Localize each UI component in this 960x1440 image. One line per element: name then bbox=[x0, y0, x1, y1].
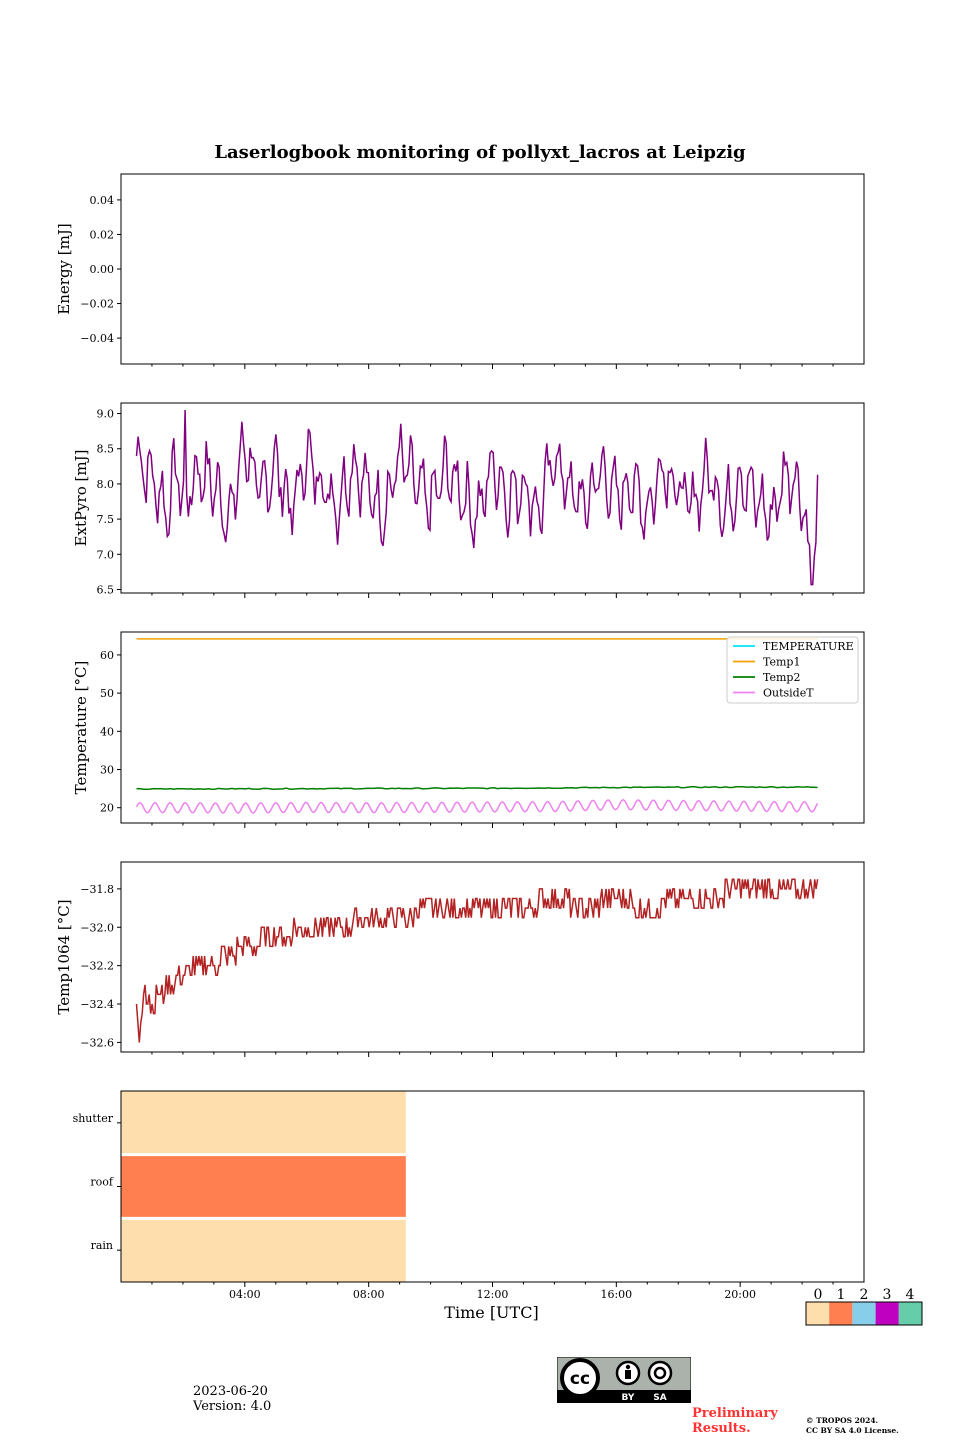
y-tick-label: −0.02 bbox=[80, 298, 114, 311]
status-cell-shutter bbox=[121, 1091, 406, 1155]
date-label: 2023-06-20 bbox=[193, 1384, 268, 1399]
y-tick-label: 9.0 bbox=[97, 408, 115, 421]
y-tick-label: −31.8 bbox=[80, 883, 114, 896]
y-tick-label: 0.02 bbox=[90, 228, 115, 241]
panel-3: 60 50 40 30 20 Temperature [°C] TEMPERATURE Tem… bbox=[72, 631, 865, 828]
x-tick-label: 08:00 bbox=[353, 1288, 385, 1301]
copyright-line-2: CC BY SA 4.0 License. bbox=[806, 1426, 899, 1435]
y-axis-label: Temp1064 [°C] bbox=[55, 899, 73, 1014]
colorbar-swatch bbox=[875, 1302, 899, 1325]
copyright-label: © TROPOS 2024. CC BY SA 4.0 License. bbox=[806, 1416, 956, 1436]
temperature-series-temp2 bbox=[136, 785, 818, 791]
y-tick-label: 8.0 bbox=[97, 478, 115, 491]
legend-label: TEMPERATURE bbox=[763, 640, 854, 653]
copyright-line-1: © TROPOS 2024. bbox=[806, 1416, 879, 1425]
y-axis-label: ExtPyro [mJ] bbox=[72, 450, 90, 547]
panel-frame bbox=[120, 861, 865, 1053]
y-tick-label: −32.6 bbox=[80, 1036, 114, 1049]
y-tick-label: 7.5 bbox=[97, 513, 115, 526]
preliminary-line-2: Results. bbox=[692, 1421, 751, 1436]
colorbar-label: 3 bbox=[883, 1287, 892, 1303]
y-tick-label: 40 bbox=[100, 725, 114, 738]
y-tick-label: 30 bbox=[100, 764, 114, 777]
y-axis-label: Energy [mJ] bbox=[55, 223, 73, 314]
y-tick-label: 0.00 bbox=[90, 263, 115, 276]
legend-label: Temp1 bbox=[763, 656, 800, 669]
preliminary-label: Preliminary Results. bbox=[692, 1406, 802, 1436]
status-row-label: roof bbox=[90, 1176, 114, 1189]
colorbar-swatch bbox=[898, 1302, 922, 1325]
panel-1: 0.04 0.02 0.00 −0.02 −0.04 Energy [mJ] bbox=[55, 173, 865, 369]
panel-5: shutter roof rain 04:00 08:00 12:00 16:00 20:00… bbox=[73, 1090, 923, 1326]
colorbar-label: 4 bbox=[906, 1287, 915, 1303]
y-tick-label: 7.0 bbox=[97, 548, 115, 561]
colorbar-label: 0 bbox=[814, 1287, 823, 1303]
x-tick-label: 04:00 bbox=[229, 1288, 261, 1301]
preliminary-line-1: Preliminary bbox=[692, 1406, 778, 1421]
sa-label: SA bbox=[653, 1393, 666, 1403]
by-label: BY bbox=[622, 1393, 635, 1403]
x-tick-label: 12:00 bbox=[477, 1288, 509, 1301]
y-tick-label: 0.04 bbox=[90, 194, 115, 207]
status-cell-rain bbox=[121, 1218, 406, 1282]
sa-icon bbox=[647, 1360, 673, 1386]
panel-frame bbox=[120, 173, 865, 365]
colorbar-label: 1 bbox=[837, 1287, 846, 1303]
x-tick-label: 16:00 bbox=[600, 1288, 632, 1301]
legend: TEMPERATURE Temp1 Temp2 OutsideT bbox=[726, 636, 859, 704]
colorbar-swatch bbox=[852, 1302, 876, 1325]
y-tick-label: −32.0 bbox=[80, 921, 114, 934]
chart-panels: 0.04 0.02 0.00 −0.02 −0.04 Energy [mJ] 9.0 8.5 8… bbox=[55, 173, 923, 1326]
x-tick-label: 20:00 bbox=[724, 1288, 756, 1301]
legend-label: OutsideT bbox=[763, 687, 814, 700]
panel-4: −31.8 −32.0 −32.2 −32.4 −32.6 Temp1064 [°C] bbox=[55, 861, 865, 1057]
colorbar-label: 2 bbox=[860, 1287, 869, 1303]
y-tick-label: 60 bbox=[100, 649, 114, 662]
legend-frame bbox=[726, 636, 859, 704]
panel-2: 9.0 8.5 8.0 7.5 7.0 6.5 ExtPyro [mJ] bbox=[72, 402, 865, 598]
panel-frame bbox=[120, 402, 865, 594]
cc-license-badge: cc BY SA bbox=[557, 1357, 691, 1403]
status-row-label: shutter bbox=[73, 1112, 114, 1125]
colorbar-swatch bbox=[829, 1302, 853, 1325]
y-tick-label: −32.2 bbox=[80, 960, 114, 973]
cc-icon bbox=[560, 1358, 600, 1398]
y-tick-label: 20 bbox=[100, 802, 114, 815]
colorbar-frame bbox=[805, 1301, 923, 1326]
status-row-label: rain bbox=[91, 1239, 113, 1252]
version-label: Version: 4.0 bbox=[193, 1399, 272, 1414]
y-axis-label: Temperature [°C] bbox=[72, 661, 90, 795]
figure-title: Laserlogbook monitoring of pollyxt_lacro… bbox=[214, 142, 746, 163]
y-tick-label: 50 bbox=[100, 687, 114, 700]
cc-icon-text: cc bbox=[570, 1369, 590, 1389]
temperature-series-outsidet bbox=[135, 798, 819, 814]
extpyro-series-line bbox=[135, 409, 819, 586]
y-tick-label: −32.4 bbox=[80, 998, 114, 1011]
y-tick-label: 8.5 bbox=[97, 443, 115, 456]
y-tick-label: −0.04 bbox=[80, 332, 114, 345]
legend-label: Temp2 bbox=[763, 671, 800, 684]
status-cell-roof bbox=[121, 1154, 406, 1219]
x-axis-label: Time [UTC] bbox=[444, 1303, 538, 1322]
colorbar-swatch bbox=[806, 1302, 830, 1325]
y-tick-label: 6.5 bbox=[97, 583, 115, 596]
temp1064-series-line bbox=[135, 878, 819, 1043]
